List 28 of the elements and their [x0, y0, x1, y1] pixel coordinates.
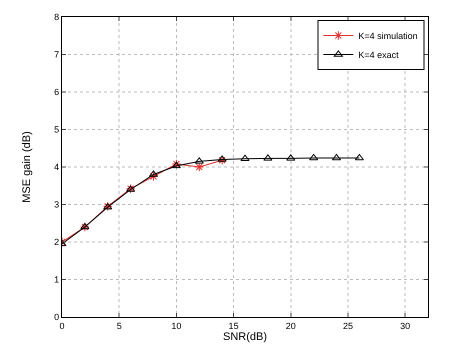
point	[217, 156, 227, 165]
point	[148, 172, 158, 182]
point	[172, 159, 182, 169]
point	[286, 154, 296, 161]
point	[263, 154, 272, 161]
y-tick-label: 1	[54, 274, 60, 285]
point	[194, 157, 204, 164]
y-tick-label: 7	[54, 50, 60, 60]
x-axis-title: SNR(dB)	[222, 331, 268, 343]
y-tick-label: 0	[54, 312, 60, 322]
y-tick-label: 6	[54, 87, 60, 98]
point	[80, 222, 90, 232]
point	[194, 162, 204, 172]
legend-label: K=4 exact	[358, 50, 400, 60]
x-tick-label: 30	[400, 320, 410, 331]
x-tick-label: 15	[228, 320, 239, 331]
y-tick-label: 4	[54, 162, 60, 172]
x-tick-label: 5	[116, 320, 122, 331]
y-tick-label: 3	[54, 200, 60, 210]
x-tick-label: 20	[286, 320, 296, 331]
legend-label: K=4 simulation	[358, 31, 418, 42]
y-tick-label: 8	[54, 12, 60, 22]
y-axis-title: MSE gain (dB)	[21, 131, 33, 203]
y-tick-label: 5	[54, 124, 60, 135]
x-tick-label: 10	[171, 320, 182, 331]
point	[172, 162, 181, 168]
y-tick-label: 2	[54, 237, 60, 248]
x-tick-label: 25	[342, 320, 353, 331]
